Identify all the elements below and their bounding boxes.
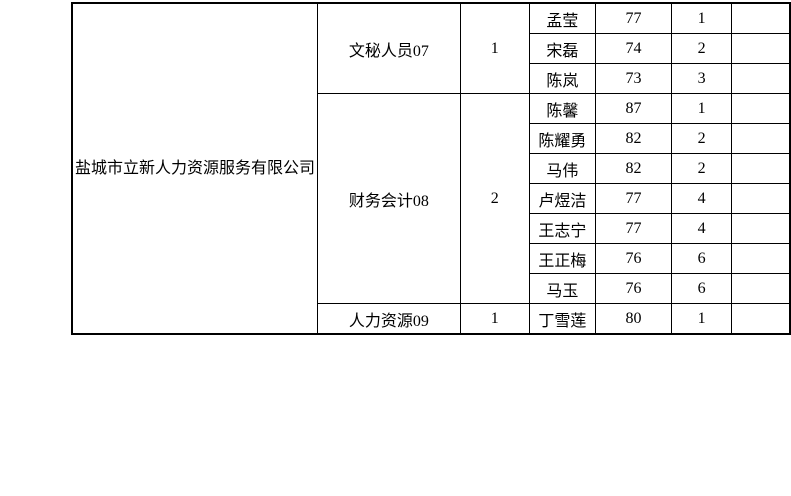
table-row: 陈岚 73 3 [72, 63, 791, 94]
remark-cell [731, 33, 791, 64]
position-cell: 财务会计08 [317, 93, 461, 304]
remark-cell [731, 123, 791, 154]
position-cell: 人力资源09 [317, 303, 461, 335]
remark-cell [731, 183, 791, 214]
table-row: 人力资源09 1 丁雪莲 80 1 [72, 303, 791, 335]
rank-cell: 2 [671, 153, 733, 184]
rank-cell: 2 [671, 123, 733, 154]
remark-cell [731, 303, 791, 335]
table-row: 马伟 82 2 [72, 153, 791, 184]
remark-cell [731, 153, 791, 184]
remark-cell [731, 63, 791, 94]
openings-cell: 1 [459, 2, 530, 94]
score-cell: 77 [594, 183, 673, 214]
rank-cell: 1 [671, 303, 733, 335]
remark-cell [731, 273, 791, 304]
remark-cell [731, 93, 791, 124]
company-cell: 盐城市立新人力资源服务有限公司 [71, 2, 319, 335]
candidate-name-cell: 孟莹 [528, 2, 596, 34]
rank-cell: 6 [671, 243, 733, 274]
candidate-name-cell: 马玉 [528, 273, 596, 304]
score-table: 盐城市立新人力资源服务有限公司 文秘人员07 1 孟莹 77 1 宋磊 74 2… [71, 2, 791, 335]
table-row: 卢煜洁 77 4 [72, 183, 791, 214]
rank-cell: 1 [671, 2, 733, 34]
openings-cell: 2 [459, 93, 530, 304]
candidate-name-cell: 王正梅 [528, 243, 596, 274]
score-cell: 87 [594, 93, 673, 124]
candidate-name-cell: 丁雪莲 [528, 303, 596, 335]
remark-cell [731, 243, 791, 274]
remark-cell [731, 213, 791, 244]
table-row: 马玉 76 6 [72, 273, 791, 304]
remark-cell [731, 2, 791, 34]
score-table-container: 盐城市立新人力资源服务有限公司 文秘人员07 1 孟莹 77 1 宋磊 74 2… [71, 2, 791, 335]
score-cell: 74 [594, 33, 673, 64]
score-cell: 77 [594, 213, 673, 244]
table-row: 王正梅 76 6 [72, 243, 791, 274]
rank-cell: 6 [671, 273, 733, 304]
table-row: 盐城市立新人力资源服务有限公司 文秘人员07 1 孟莹 77 1 [71, 2, 791, 335]
rank-cell: 3 [671, 63, 733, 94]
rank-cell: 4 [671, 213, 733, 244]
candidate-name-cell: 陈耀勇 [528, 123, 596, 154]
score-cell: 76 [594, 273, 673, 304]
score-cell: 76 [594, 243, 673, 274]
score-cell: 82 [594, 123, 673, 154]
candidate-name-cell: 陈馨 [528, 93, 596, 124]
score-cell: 82 [594, 153, 673, 184]
candidate-name-cell: 卢煜洁 [528, 183, 596, 214]
score-cell: 77 [594, 2, 673, 34]
table-row: 财务会计08 2 陈馨 87 1 [72, 93, 791, 304]
candidate-name-cell: 马伟 [528, 153, 596, 184]
rank-cell: 1 [671, 93, 733, 124]
position-cell: 文秘人员07 [317, 2, 461, 94]
rank-cell: 2 [671, 33, 733, 64]
candidate-name-cell: 陈岚 [528, 63, 596, 94]
score-cell: 73 [594, 63, 673, 94]
score-cell: 80 [594, 303, 673, 335]
candidate-name-cell: 王志宁 [528, 213, 596, 244]
candidate-name-cell: 宋磊 [528, 33, 596, 64]
openings-cell: 1 [459, 303, 530, 335]
rank-cell: 4 [671, 183, 733, 214]
